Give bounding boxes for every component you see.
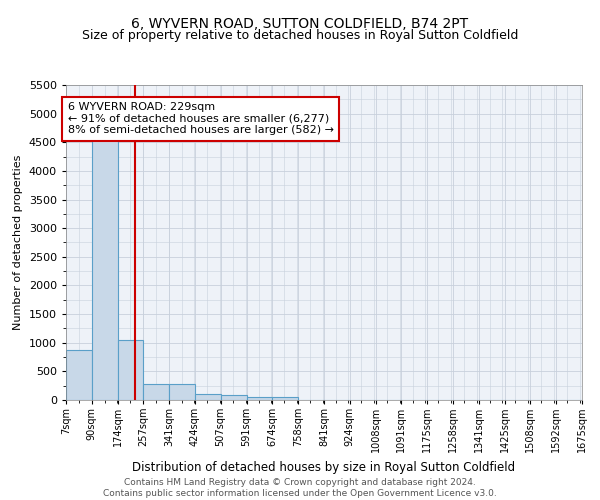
Text: 6 WYVERN ROAD: 229sqm
← 91% of detached houses are smaller (6,277)
8% of semi-de: 6 WYVERN ROAD: 229sqm ← 91% of detached … (68, 102, 334, 136)
Bar (169, 384, 195, 400)
Bar (195, 394, 221, 400)
Text: Size of property relative to detached houses in Royal Sutton Coldfield: Size of property relative to detached ho… (82, 29, 518, 42)
Bar (66, 350, 92, 400)
Text: 6, WYVERN ROAD, SUTTON COLDFIELD, B74 2PT: 6, WYVERN ROAD, SUTTON COLDFIELD, B74 2P… (131, 18, 469, 32)
Bar (143, 384, 169, 400)
Bar (221, 396, 247, 400)
Bar (272, 397, 298, 400)
Text: Contains HM Land Registry data © Crown copyright and database right 2024.
Contai: Contains HM Land Registry data © Crown c… (103, 478, 497, 498)
Bar (92, 140, 118, 400)
Bar (247, 396, 272, 400)
Bar (118, 340, 143, 400)
Y-axis label: Number of detached properties: Number of detached properties (13, 155, 23, 330)
X-axis label: Distribution of detached houses by size in Royal Sutton Coldfield: Distribution of detached houses by size … (133, 461, 515, 474)
